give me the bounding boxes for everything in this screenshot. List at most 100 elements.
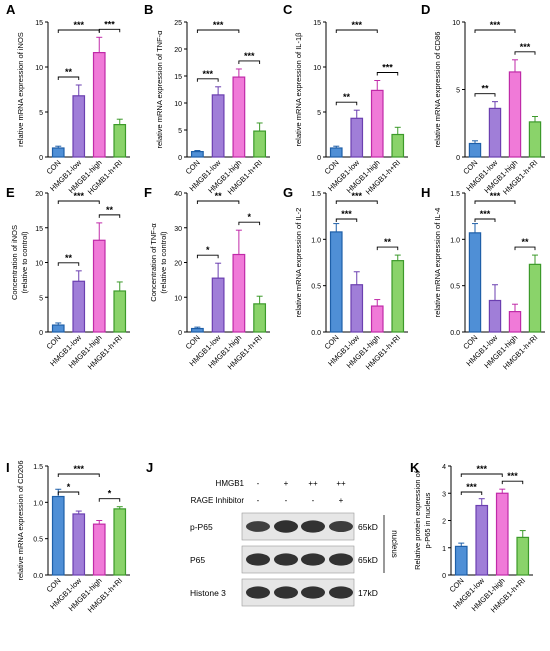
y-tick-label: 0 xyxy=(456,155,460,162)
y-tick-label: 1.5 xyxy=(450,191,460,198)
y-tick-label: 2 xyxy=(442,519,446,526)
bar-3 xyxy=(253,130,267,158)
significance-label: ** xyxy=(106,205,114,215)
y-tick-label: 1.0 xyxy=(450,237,460,244)
chart-panel-B: B 0 5 10 15 20 25 relative mRNA expression of T… xyxy=(144,2,270,196)
bar-0 xyxy=(468,142,482,158)
y-axis-label: relative mRNA expression of IL-1β xyxy=(294,32,303,147)
y-tick-label: 15 xyxy=(35,226,43,233)
significance-label: ** xyxy=(481,84,489,94)
bar-2 xyxy=(370,305,384,333)
significance-bracket xyxy=(376,246,399,251)
bar-0 xyxy=(190,151,204,158)
blot-band xyxy=(246,521,270,532)
significance-bracket xyxy=(196,78,219,82)
y-tick-label: 0 xyxy=(317,155,321,162)
bar-2 xyxy=(370,89,384,158)
bar-2 xyxy=(508,71,522,158)
y-tick-label: 0.0 xyxy=(311,330,321,337)
bar-1 xyxy=(211,94,225,158)
y-tick-label: 40 xyxy=(174,191,182,198)
x-tick-label: CON xyxy=(323,158,341,176)
bar-1 xyxy=(488,107,502,158)
significance-bracket xyxy=(335,200,378,204)
blot-row-label: P65 xyxy=(190,555,205,565)
bar-0 xyxy=(51,324,65,333)
bar-0 xyxy=(454,545,468,576)
bar-2 xyxy=(508,311,522,333)
y-tick-label: 0.0 xyxy=(33,573,43,580)
y-tick-label: 0 xyxy=(39,330,43,337)
bar-3 xyxy=(253,303,267,333)
blot-header-mark: + xyxy=(339,496,344,505)
blot-band xyxy=(301,553,325,566)
bar-0 xyxy=(190,327,204,333)
bar-0 xyxy=(468,232,482,333)
significance-label: *** xyxy=(351,20,362,30)
y-axis-label-line2: (relative to control) xyxy=(20,231,29,294)
significance-bracket xyxy=(460,491,483,495)
significance-label: *** xyxy=(490,20,501,30)
significance-label: *** xyxy=(480,209,491,219)
y-tick-label: 0 xyxy=(178,330,182,337)
y-axis-label: Concentration of iNOS xyxy=(10,225,19,300)
significance-label: ** xyxy=(384,237,392,247)
blot-band xyxy=(329,521,353,532)
significance-bracket xyxy=(460,473,503,477)
significance-label: *** xyxy=(73,464,84,474)
y-tick-label: 0 xyxy=(39,155,43,162)
bar-3 xyxy=(391,133,405,158)
significance-label: *** xyxy=(351,191,362,201)
significance-label: ** xyxy=(65,253,73,263)
y-tick-label: 5 xyxy=(178,128,182,135)
blot-row-label: Histone 3 xyxy=(190,588,226,598)
significance-bracket xyxy=(474,200,516,204)
blot-header-mark: - xyxy=(257,479,260,488)
y-axis-label: relative mRNA expression of iNOS xyxy=(16,32,25,147)
y-tick-label: 20 xyxy=(174,47,182,54)
x-tick-label: CON xyxy=(323,333,341,351)
bar-2 xyxy=(495,492,509,576)
x-tick-label: CON xyxy=(45,158,63,176)
y-tick-label: 5 xyxy=(456,88,460,95)
significance-label: * xyxy=(206,245,210,255)
x-tick-label: CON xyxy=(45,576,63,594)
blot-band xyxy=(274,520,298,533)
y-tick-label: 4 xyxy=(442,464,446,471)
y-tick-label: 10 xyxy=(174,295,182,302)
y-axis-label: relative mRNA expression of CD86 xyxy=(433,32,442,148)
bar-1 xyxy=(350,117,364,158)
y-tick-label: 10 xyxy=(174,101,182,108)
significance-bracket xyxy=(98,28,121,33)
bar-1 xyxy=(72,513,86,576)
bar-1 xyxy=(72,95,86,158)
blot-band xyxy=(274,586,298,599)
x-tick-label: CON xyxy=(448,576,466,594)
y-tick-label: 10 xyxy=(35,261,43,268)
significance-bracket xyxy=(57,262,80,266)
x-tick-label: CON xyxy=(184,158,202,176)
y-tick-label: 20 xyxy=(35,191,43,198)
y-tick-label: 20 xyxy=(174,261,182,268)
y-tick-label: 5 xyxy=(39,110,43,117)
significance-label: *** xyxy=(73,20,84,30)
blot-header-mark: - xyxy=(285,496,288,505)
panel-letter: B xyxy=(144,2,153,17)
significance-bracket xyxy=(474,218,496,222)
significance-label: *** xyxy=(341,209,352,219)
bar-1 xyxy=(72,280,86,333)
y-tick-label: 0 xyxy=(442,573,446,580)
y-axis-label: relative mRNA expression of TNF-α xyxy=(155,30,164,149)
chart-panel-G: G 0.0 0.5 1.0 1.5 relative mRNA expression of… xyxy=(283,185,408,371)
blot-header-mark: ++ xyxy=(336,479,346,488)
significance-label: *** xyxy=(476,464,487,474)
blot-header-label: RAGE Inhibitor xyxy=(191,496,245,505)
significance-bracket xyxy=(474,93,496,97)
y-tick-label: 3 xyxy=(442,491,446,498)
y-tick-label: 10 xyxy=(452,20,460,27)
y-tick-label: 1 xyxy=(442,546,446,553)
y-tick-label: 0 xyxy=(178,155,182,162)
bar-3 xyxy=(391,260,405,333)
y-axis-label: Relative protein expression of xyxy=(413,470,422,570)
